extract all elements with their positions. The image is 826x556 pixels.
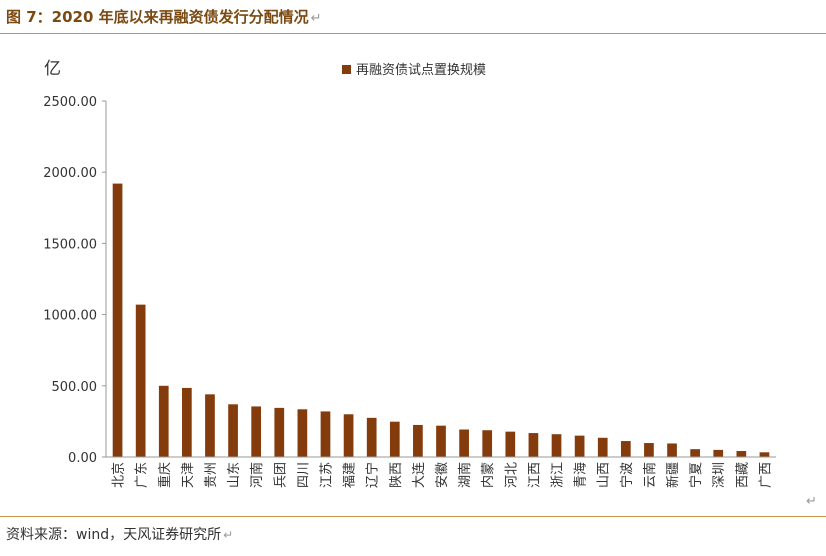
bars [112, 183, 770, 458]
bar [320, 411, 331, 457]
x-tick-label: 天津 [181, 462, 196, 488]
x-tick-label: 广西 [758, 462, 773, 488]
x-tick-label: 青海 [574, 462, 589, 488]
bar [413, 424, 423, 457]
bar [459, 429, 469, 457]
bar [667, 443, 677, 457]
x-tick-label: 宁波 [619, 462, 635, 488]
x-tick-label: 湖南 [457, 462, 473, 488]
title-divider [0, 33, 826, 34]
bar [251, 406, 262, 457]
y-tick-label: 2000.00 [43, 166, 97, 181]
bar [274, 407, 285, 457]
x-tick-label: 江西 [527, 462, 542, 488]
bar [644, 443, 654, 457]
y-tick-label: 1500.00 [43, 237, 97, 252]
x-tick-label: 安徽 [435, 462, 450, 488]
x-tick-label: 河北 [504, 462, 519, 488]
x-tick-label: 深圳 [712, 462, 727, 488]
x-tick-label: 山东 [227, 462, 242, 488]
legend: 再融资债试点置换规模 [342, 63, 486, 78]
return-mark-icon: ↵ [310, 11, 322, 26]
return-mark-icon: ↵ [806, 494, 817, 509]
bar [389, 421, 400, 457]
source-text: 资料来源：wind，天风证券研究所 [6, 527, 222, 543]
source-note: 资料来源：wind，天风证券研究所 ↵ [6, 524, 233, 544]
x-tick-label: 西藏 [735, 462, 750, 488]
footer-divider [0, 516, 826, 517]
bar [736, 451, 747, 457]
bar [343, 414, 354, 457]
y-tick-label: 0.00 [68, 451, 97, 466]
bar [366, 417, 377, 457]
y-axis: 0.00 500.00 1000.00 1500.00 2000.00 2500.00 [43, 95, 107, 466]
x-tick-label: 福建 [343, 462, 358, 488]
x-tick-label: 内蒙 [480, 462, 496, 488]
bar [436, 425, 446, 457]
bar [505, 431, 516, 457]
x-tick-label: 兵团 [273, 462, 288, 488]
bar [228, 404, 238, 457]
bar [574, 435, 585, 457]
x-tick-label: 云南 [642, 462, 658, 488]
x-tick-label: 河南 [249, 462, 265, 488]
bar [597, 437, 608, 457]
x-tick-label: 新疆 [665, 462, 681, 488]
x-tick-label: 山西 [597, 462, 612, 488]
bar [620, 441, 631, 457]
legend-label: 再融资债试点置换规模 [356, 63, 486, 78]
y-tick-label: 2500.00 [43, 95, 97, 110]
bar [551, 434, 562, 457]
y-tick-label: 500.00 [52, 380, 98, 395]
return-mark-icon: ↵ [223, 528, 234, 542]
x-tick-label: 重庆 [157, 462, 173, 488]
bar [713, 449, 724, 457]
x-tick-label: 辽宁 [365, 462, 381, 488]
bar [528, 433, 539, 457]
bar [297, 409, 308, 457]
bar [112, 183, 123, 458]
x-tick-label: 广东 [135, 462, 150, 488]
x-tick-label: 大连 [411, 462, 427, 488]
x-tick-label: 宁夏 [688, 462, 704, 488]
x-tick-label: 江苏 [318, 462, 334, 488]
bar [759, 452, 770, 457]
x-tick-label: 北京 [112, 462, 127, 488]
bar-chart: 亿 再融资债试点置换规模 0.00 500.00 1000.00 1500.00 200… [43, 59, 776, 488]
bar [182, 387, 192, 457]
x-tick-label: 贵州 [204, 462, 219, 488]
y-axis-label: 亿 [44, 59, 61, 79]
y-tick-label: 1000.00 [43, 309, 97, 324]
x-tick-label: 浙江 [551, 462, 566, 488]
bar [690, 449, 700, 457]
bar [158, 385, 169, 457]
x-tick-label: 四川 [296, 462, 311, 488]
legend-swatch [342, 65, 351, 74]
bar [482, 430, 493, 457]
x-axis: 北京 广东 重庆 天津 贵州 山东 河南 兵团 四川 江苏 福建 辽宁 陕西 大连 安徽 湖南 内蒙 河北 江西 浙江… [106, 456, 776, 488]
figure-title: 图 7：2020 年底以来再融资债发行分配情况 ↵ [6, 6, 322, 27]
bar [135, 304, 146, 457]
bar [205, 394, 215, 457]
x-tick-label: 陕西 [389, 462, 404, 488]
figure-title-text: 图 7：2020 年底以来再融资债发行分配情况 [6, 8, 309, 26]
